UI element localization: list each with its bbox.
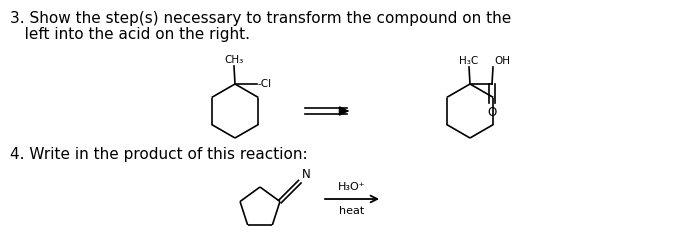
- Text: 4. Write in the product of this reaction:: 4. Write in the product of this reaction…: [10, 147, 307, 162]
- Text: H₃O⁺: H₃O⁺: [338, 182, 366, 192]
- Text: OH: OH: [494, 56, 510, 66]
- Text: -Cl: -Cl: [258, 79, 272, 89]
- Text: left into the acid on the right.: left into the acid on the right.: [10, 27, 250, 42]
- Text: H₃C: H₃C: [459, 56, 479, 66]
- Text: N: N: [302, 168, 311, 181]
- Text: heat: heat: [340, 206, 365, 216]
- Text: 3. Show the step(s) necessary to transform the compound on the: 3. Show the step(s) necessary to transfo…: [10, 11, 511, 26]
- Text: O: O: [487, 106, 496, 119]
- Text: CH₃: CH₃: [225, 55, 244, 65]
